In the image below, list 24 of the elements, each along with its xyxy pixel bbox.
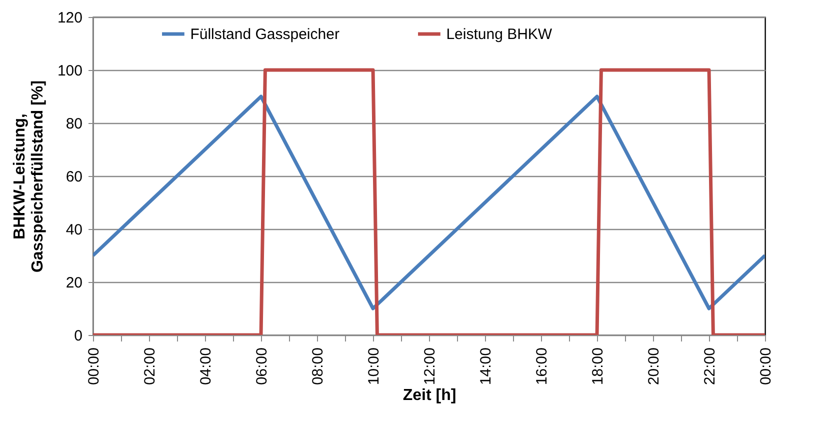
x-tick-label: 20:00 bbox=[646, 348, 662, 386]
legend-label: Füllstand Gasspeicher bbox=[190, 26, 340, 43]
x-tick-label: 00:00 bbox=[86, 348, 102, 386]
x-tick-label: 14:00 bbox=[478, 348, 494, 386]
x-tick-label: 16:00 bbox=[534, 348, 550, 386]
y-tick-label: 40 bbox=[66, 222, 82, 238]
x-axis-title: Zeit [h] bbox=[402, 387, 456, 404]
legend-label: Leistung BHKW bbox=[446, 26, 553, 43]
x-tick-label: 02:00 bbox=[142, 348, 158, 386]
x-tick-label: 06:00 bbox=[254, 348, 270, 386]
x-tick-label: 04:00 bbox=[198, 348, 214, 386]
x-tick-label: 08:00 bbox=[310, 348, 326, 386]
x-tick-label: 10:00 bbox=[366, 348, 382, 386]
y-tick-label: 80 bbox=[66, 116, 82, 132]
y-axis-title: BHKW-Leistung, Gasspeicherfüllstand [%] bbox=[11, 80, 46, 273]
y-tick-label: 100 bbox=[57, 62, 82, 80]
y-tick-label: 120 bbox=[57, 10, 82, 26]
x-tick-label: 18:00 bbox=[590, 348, 606, 386]
x-tick-label: 22:00 bbox=[702, 348, 718, 386]
x-tick-label: 12:00 bbox=[422, 348, 438, 386]
x-tick-label: 00:00 bbox=[758, 348, 774, 386]
y-tick-label: 60 bbox=[66, 168, 82, 186]
y-tick-label: 0 bbox=[74, 328, 82, 344]
y-tick-label: 20 bbox=[66, 274, 82, 292]
